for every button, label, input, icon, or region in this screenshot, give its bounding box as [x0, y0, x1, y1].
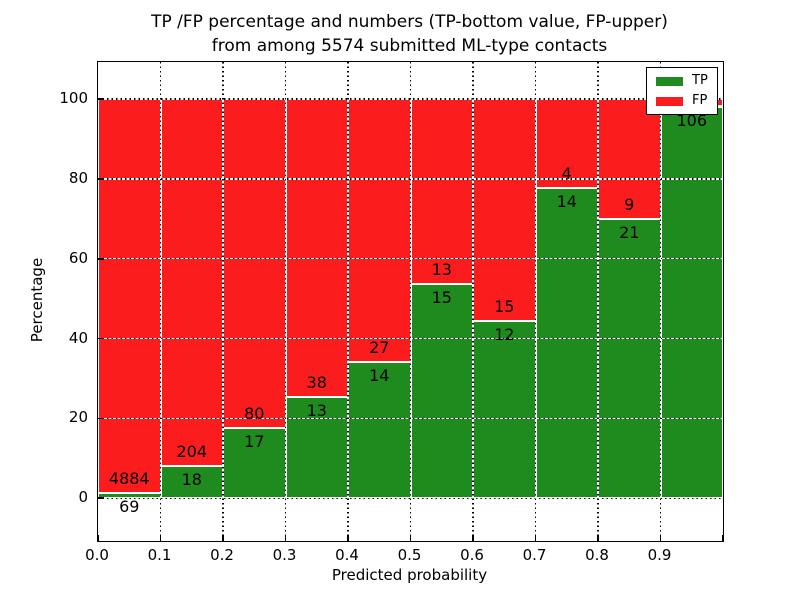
gridline-vertical [659, 62, 662, 541]
gridline-vertical [472, 62, 474, 541]
bar-segment-tp [473, 320, 536, 499]
legend: TP FP [646, 67, 718, 115]
x-tick-mark [159, 535, 162, 541]
bar-label-tp: 17 [244, 432, 265, 452]
legend-label: FP [692, 93, 708, 108]
bar-label-fp: 38 [306, 372, 327, 392]
bar-label-tp: 18 [181, 469, 202, 489]
y-tick-label: 80 [68, 168, 88, 187]
bar-segment-tp [598, 218, 661, 499]
x-tick-label: 0.5 [397, 546, 422, 564]
bar-segment-fp [285, 99, 348, 397]
legend-swatch-fp-icon [656, 96, 683, 106]
bar-segment-fp [410, 99, 473, 285]
x-tick-label: 0.9 [647, 546, 672, 564]
chart-title-line1: TP /FP percentage and numbers (TP-bottom… [151, 12, 668, 32]
bar-label-tp: 14 [369, 365, 390, 385]
bar-segment-fp [473, 99, 536, 321]
y-tick-label: 40 [68, 328, 88, 347]
bar-label-fp: 27 [369, 337, 390, 357]
gridline-vertical [159, 62, 162, 541]
bar-label-fp: 4 [561, 163, 572, 183]
y-tick-label: 0 [78, 488, 88, 507]
bar-label-tp: 21 [619, 222, 640, 242]
y-tick-label: 100 [59, 89, 88, 108]
x-tick-mark [409, 535, 412, 541]
chart-title: TP /FP percentage and numbers (TP-bottom… [97, 10, 722, 58]
x-tick-label: 0.0 [85, 546, 109, 564]
bar-segment-tp [535, 187, 598, 499]
x-tick-label: 0.8 [585, 546, 609, 564]
x-tick-mark [284, 535, 287, 541]
x-tick-mark [97, 535, 99, 541]
x-tick-mark [472, 535, 474, 541]
bar-label-tp: 106 [676, 110, 708, 130]
plot-area: 4884 69 204 18 80 17 38 13 27 14 13 15 15 12 4 14 9 21 106… [97, 61, 724, 542]
x-tick-label: 0.7 [522, 546, 547, 564]
x-tick-label: 0.4 [335, 546, 359, 564]
x-tick-label: 0.1 [147, 546, 172, 564]
x-axis-label: Predicted probability [331, 566, 488, 584]
y-tick-mark [98, 337, 104, 340]
x-tick-mark [722, 535, 724, 541]
x-tick-mark [222, 535, 224, 541]
gridline-vertical [222, 62, 224, 541]
legend-item: TP [656, 74, 708, 88]
bar-label-fp: 15 [494, 296, 515, 316]
y-tick-mark [98, 417, 104, 420]
x-tick-mark [347, 535, 349, 541]
bar-label-fp: 80 [244, 404, 265, 424]
bar-segment-fp [348, 99, 411, 362]
x-tick-mark [534, 535, 537, 541]
bar-label-fp: 4884 [108, 468, 150, 488]
x-tick-label: 0.6 [460, 546, 484, 564]
bar-segment-fp [160, 99, 223, 466]
x-tick-mark [597, 535, 599, 541]
y-tick-mark [98, 178, 104, 180]
bar-segment-fp [598, 99, 661, 219]
chart-title-line2: from among 5574 submitted ML-type contac… [211, 36, 608, 56]
x-tick-label: 0.3 [272, 546, 297, 564]
gridline-vertical [597, 62, 599, 541]
gridline-vertical [409, 62, 412, 541]
bar-label-tp: 14 [556, 191, 577, 211]
y-tick-mark [98, 257, 104, 260]
legend-swatch-tp-icon [656, 76, 683, 86]
bar-segment-fp [98, 99, 161, 493]
legend-label: TP [692, 73, 708, 88]
y-tick-label: 20 [68, 408, 88, 427]
bar-segment-tp [410, 284, 473, 499]
bar-label-fp: 204 [176, 441, 208, 461]
bar-segment-fp [223, 99, 286, 429]
bar-label-tp: 13 [306, 400, 327, 420]
gridline-vertical [284, 62, 287, 541]
y-tick-mark [98, 497, 104, 500]
y-tick-label: 60 [68, 248, 88, 267]
x-tick-mark [659, 535, 662, 541]
y-tick-mark [98, 98, 104, 100]
bar-label-tp: 69 [119, 496, 140, 516]
bar-label-fp: 13 [431, 260, 452, 280]
legend-item: FP [656, 94, 708, 108]
gridline-vertical [534, 62, 537, 541]
bar-label-fp: 9 [624, 194, 635, 214]
gridline-vertical [347, 62, 349, 541]
bar-segment-tp [660, 106, 723, 499]
x-tick-label: 0.2 [210, 546, 234, 564]
bar-label-tp: 12 [494, 324, 515, 344]
bar-label-tp: 15 [431, 288, 452, 308]
